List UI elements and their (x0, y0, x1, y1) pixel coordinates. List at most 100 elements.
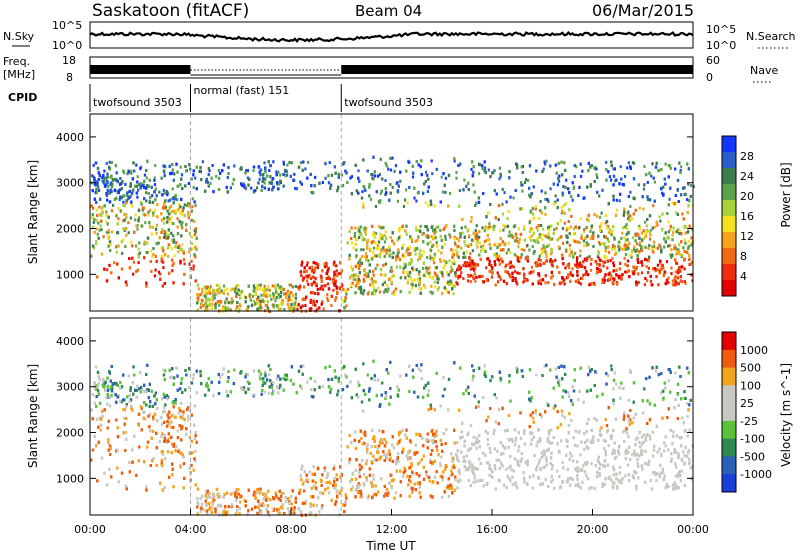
heatmap-cell (384, 230, 387, 234)
heatmap-cell (520, 181, 523, 184)
heatmap-cell (411, 175, 415, 179)
heatmap-cell (526, 256, 529, 260)
freq-bar-segment (90, 65, 191, 74)
heatmap-cell (417, 235, 420, 239)
heatmap-cell (392, 251, 395, 255)
heatmap-cell (615, 208, 618, 212)
heatmap-cell (359, 248, 363, 252)
heatmap-cell (188, 262, 191, 266)
heatmap-cell (655, 161, 658, 165)
heatmap-cell (142, 183, 145, 187)
nave-tick-top: 60 (706, 54, 720, 67)
heatmap-cell (664, 182, 667, 186)
heatmap-cell (130, 169, 133, 173)
heatmap-cell (129, 194, 133, 198)
heatmap-cell (537, 240, 540, 244)
heatmap-cell (162, 164, 165, 168)
heatmap-cell (423, 182, 426, 186)
heatmap-cell (608, 271, 611, 275)
heatmap-cell (658, 243, 661, 247)
heatmap-cell (325, 264, 328, 268)
freq-bars (90, 65, 693, 76)
heatmap-cell (626, 264, 629, 268)
heatmap-cell (379, 267, 382, 271)
heatmap-cell (279, 307, 282, 311)
heatmap-cell (422, 266, 425, 270)
heatmap-cell (280, 285, 283, 289)
heatmap-cell (567, 187, 570, 191)
heatmap-cell (634, 208, 637, 212)
heatmap-cell (219, 299, 222, 303)
heatmap-cell (372, 282, 375, 286)
heatmap-cell (320, 284, 323, 288)
heatmap-cell (369, 283, 372, 287)
heatmap-cell (207, 167, 210, 170)
heatmap-cell (135, 191, 138, 195)
heatmap-cell (568, 266, 571, 270)
heatmap-cell (337, 175, 340, 179)
heatmap-cell (321, 269, 324, 273)
heatmap-cell (418, 273, 421, 277)
heatmap-cell (285, 173, 289, 177)
heatmap-cell (270, 297, 273, 301)
heatmap-cell (199, 170, 202, 174)
heatmap-cell (640, 271, 644, 275)
heatmap-cell (359, 257, 362, 261)
heatmap-cell (596, 176, 599, 180)
heatmap-cell (645, 265, 648, 268)
heatmap-cell (350, 226, 353, 230)
heatmap-cell (414, 284, 417, 288)
heatmap-cell (690, 236, 693, 240)
heatmap-cell (546, 232, 550, 236)
heatmap-cell (132, 188, 135, 192)
heatmap-cell (180, 173, 184, 177)
heatmap-cell (481, 226, 484, 230)
heatmap-cell (319, 287, 322, 291)
heatmap-cell (176, 198, 179, 202)
heatmap-cell (174, 194, 177, 198)
heatmap-cell (575, 259, 578, 263)
heatmap-cell (162, 188, 165, 192)
heatmap-cell (426, 173, 429, 177)
heatmap-cell (657, 169, 660, 173)
heatmap-cell (380, 248, 383, 252)
heatmap-cell (540, 189, 543, 193)
heatmap-cell (357, 261, 360, 265)
heatmap-cell (354, 273, 358, 277)
heatmap-cell (391, 292, 394, 295)
heatmap-cell (523, 181, 527, 184)
heatmap-cell (90, 254, 93, 258)
heatmap-cell (106, 198, 109, 202)
heatmap-cell (171, 168, 174, 172)
heatmap-cell (621, 247, 624, 251)
heatmap-cell (637, 261, 640, 264)
heatmap-cell (378, 290, 382, 294)
heatmap-cell (613, 167, 616, 171)
heatmap-cell (145, 176, 148, 180)
heatmap-cell (444, 176, 447, 180)
heatmap-cell (211, 298, 214, 302)
heatmap-cell (131, 244, 134, 248)
heatmap-cell (620, 275, 623, 279)
heatmap-cell (108, 191, 111, 195)
nsky-trace (89, 31, 694, 44)
heatmap-cell (418, 270, 421, 274)
heatmap-cell (340, 173, 343, 177)
heatmap-cell (376, 263, 379, 267)
heatmap-cell (325, 277, 328, 280)
heatmap-cell (309, 277, 312, 281)
heatmap-cell (340, 269, 343, 273)
heatmap-cell (671, 233, 674, 237)
heatmap-cell (378, 255, 382, 259)
heatmap-cell (171, 187, 174, 191)
heatmap-cell (480, 245, 483, 249)
heatmap-cell (348, 253, 351, 257)
heatmap-cell (625, 232, 628, 236)
heatmap-cell (321, 300, 324, 304)
heatmap-cell (335, 264, 338, 268)
heatmap-cell (646, 180, 649, 184)
heatmap-cell (568, 232, 571, 236)
heatmap-cell (684, 231, 687, 235)
cpid-segment-label: twofsound 3503 (93, 96, 182, 109)
